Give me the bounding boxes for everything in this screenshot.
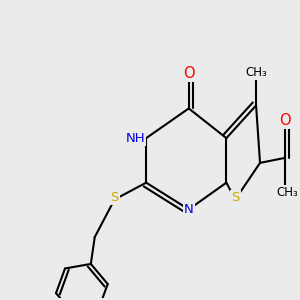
Text: CH₃: CH₃: [245, 66, 267, 79]
Text: O: O: [279, 113, 291, 128]
Text: O: O: [183, 66, 195, 81]
Text: NH: NH: [126, 132, 145, 145]
Text: S: S: [110, 191, 119, 204]
Text: N: N: [184, 203, 194, 216]
Text: CH₃: CH₃: [276, 186, 298, 199]
Text: S: S: [231, 191, 239, 204]
